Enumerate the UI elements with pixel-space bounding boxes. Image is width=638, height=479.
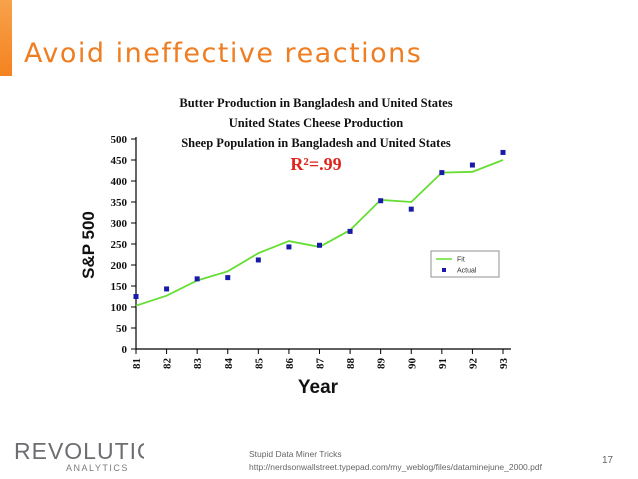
actual-data-point bbox=[408, 206, 414, 212]
x-tick-label: 90 bbox=[406, 358, 418, 370]
chart-title-line-2: United States Cheese Production bbox=[229, 116, 403, 130]
page-number: 17 bbox=[602, 455, 614, 466]
accent-bar bbox=[0, 0, 12, 76]
x-tick-label: 89 bbox=[376, 358, 388, 370]
actual-data-point bbox=[194, 276, 200, 282]
logo-word: REVOLUTION bbox=[14, 438, 144, 464]
y-tick-label: 250 bbox=[111, 239, 128, 251]
plot-area: 0 50 100 150 200 250 300 350 400 450 500 81 82 83 84 85… bbox=[111, 134, 511, 370]
actual-data-point bbox=[255, 257, 261, 263]
actual-data-point bbox=[164, 286, 170, 292]
x-tick-label: 87 bbox=[315, 358, 327, 370]
actual-data-point bbox=[317, 242, 322, 248]
y-tick-label: 150 bbox=[111, 281, 128, 293]
legend-label: Fit bbox=[457, 257, 465, 264]
y-tick-label: 100 bbox=[111, 302, 128, 314]
actual-data-point bbox=[347, 228, 353, 234]
y-axis-label: S&P 500 bbox=[79, 211, 98, 279]
y-tick-label: 300 bbox=[111, 218, 128, 230]
y-tick-label: 350 bbox=[111, 197, 128, 209]
y-tick-label: 400 bbox=[111, 176, 128, 188]
x-tick-label: 84 bbox=[223, 358, 235, 370]
source-citation: Stupid Data Miner Tricks http://nerdsonw… bbox=[249, 448, 542, 474]
x-tick-label: 92 bbox=[467, 358, 479, 370]
legend-swatch-actual bbox=[442, 268, 446, 272]
x-axis-label: Year bbox=[298, 377, 339, 398]
x-tick-label: 86 bbox=[284, 358, 296, 370]
legend-box bbox=[430, 250, 500, 278]
fit-series-line bbox=[135, 159, 504, 307]
actual-data-point bbox=[500, 149, 506, 155]
x-tick-label: 85 bbox=[253, 358, 265, 370]
actual-data-point bbox=[225, 275, 231, 281]
legend: Fit Actual bbox=[430, 250, 500, 278]
x-tick-label: 83 bbox=[192, 358, 204, 370]
x-tick-label: 82 bbox=[162, 358, 174, 370]
revolution-analytics-logo: REVOLUTION ANALYTICS bbox=[14, 438, 144, 473]
chart-title-line-3: Sheep Population in Bangladesh and Unite… bbox=[181, 136, 451, 150]
x-tick-label: 81 bbox=[131, 358, 143, 369]
slide-title: Avoid ineffective reactions bbox=[24, 38, 423, 69]
logo-subtitle: ANALYTICS bbox=[66, 463, 129, 473]
chart-title-line-1: Butter Production in Bangladesh and Unit… bbox=[179, 96, 452, 110]
x-tick-label: 88 bbox=[345, 358, 357, 370]
actual-data-point bbox=[378, 198, 384, 204]
citation-url[interactable]: http://nerdsonwallstreet.typepad.com/my_… bbox=[249, 462, 542, 472]
actual-data-point bbox=[469, 162, 475, 168]
y-tick-label: 200 bbox=[111, 260, 128, 272]
actual-data-point bbox=[286, 244, 292, 250]
x-tick-label: 93 bbox=[498, 358, 510, 370]
actual-data-point bbox=[439, 170, 445, 176]
y-tick-label: 450 bbox=[111, 155, 128, 167]
y-tick-label: 500 bbox=[111, 134, 128, 146]
r-squared-annotation: R²=.99 bbox=[290, 154, 341, 174]
legend-label: Actual bbox=[457, 268, 477, 275]
y-tick-label: 50 bbox=[116, 323, 128, 335]
citation-title: Stupid Data Miner Tricks bbox=[249, 449, 342, 459]
x-tick-label: 91 bbox=[437, 358, 449, 369]
y-tick-label: 0 bbox=[122, 344, 128, 356]
actual-data-point bbox=[133, 294, 139, 299]
